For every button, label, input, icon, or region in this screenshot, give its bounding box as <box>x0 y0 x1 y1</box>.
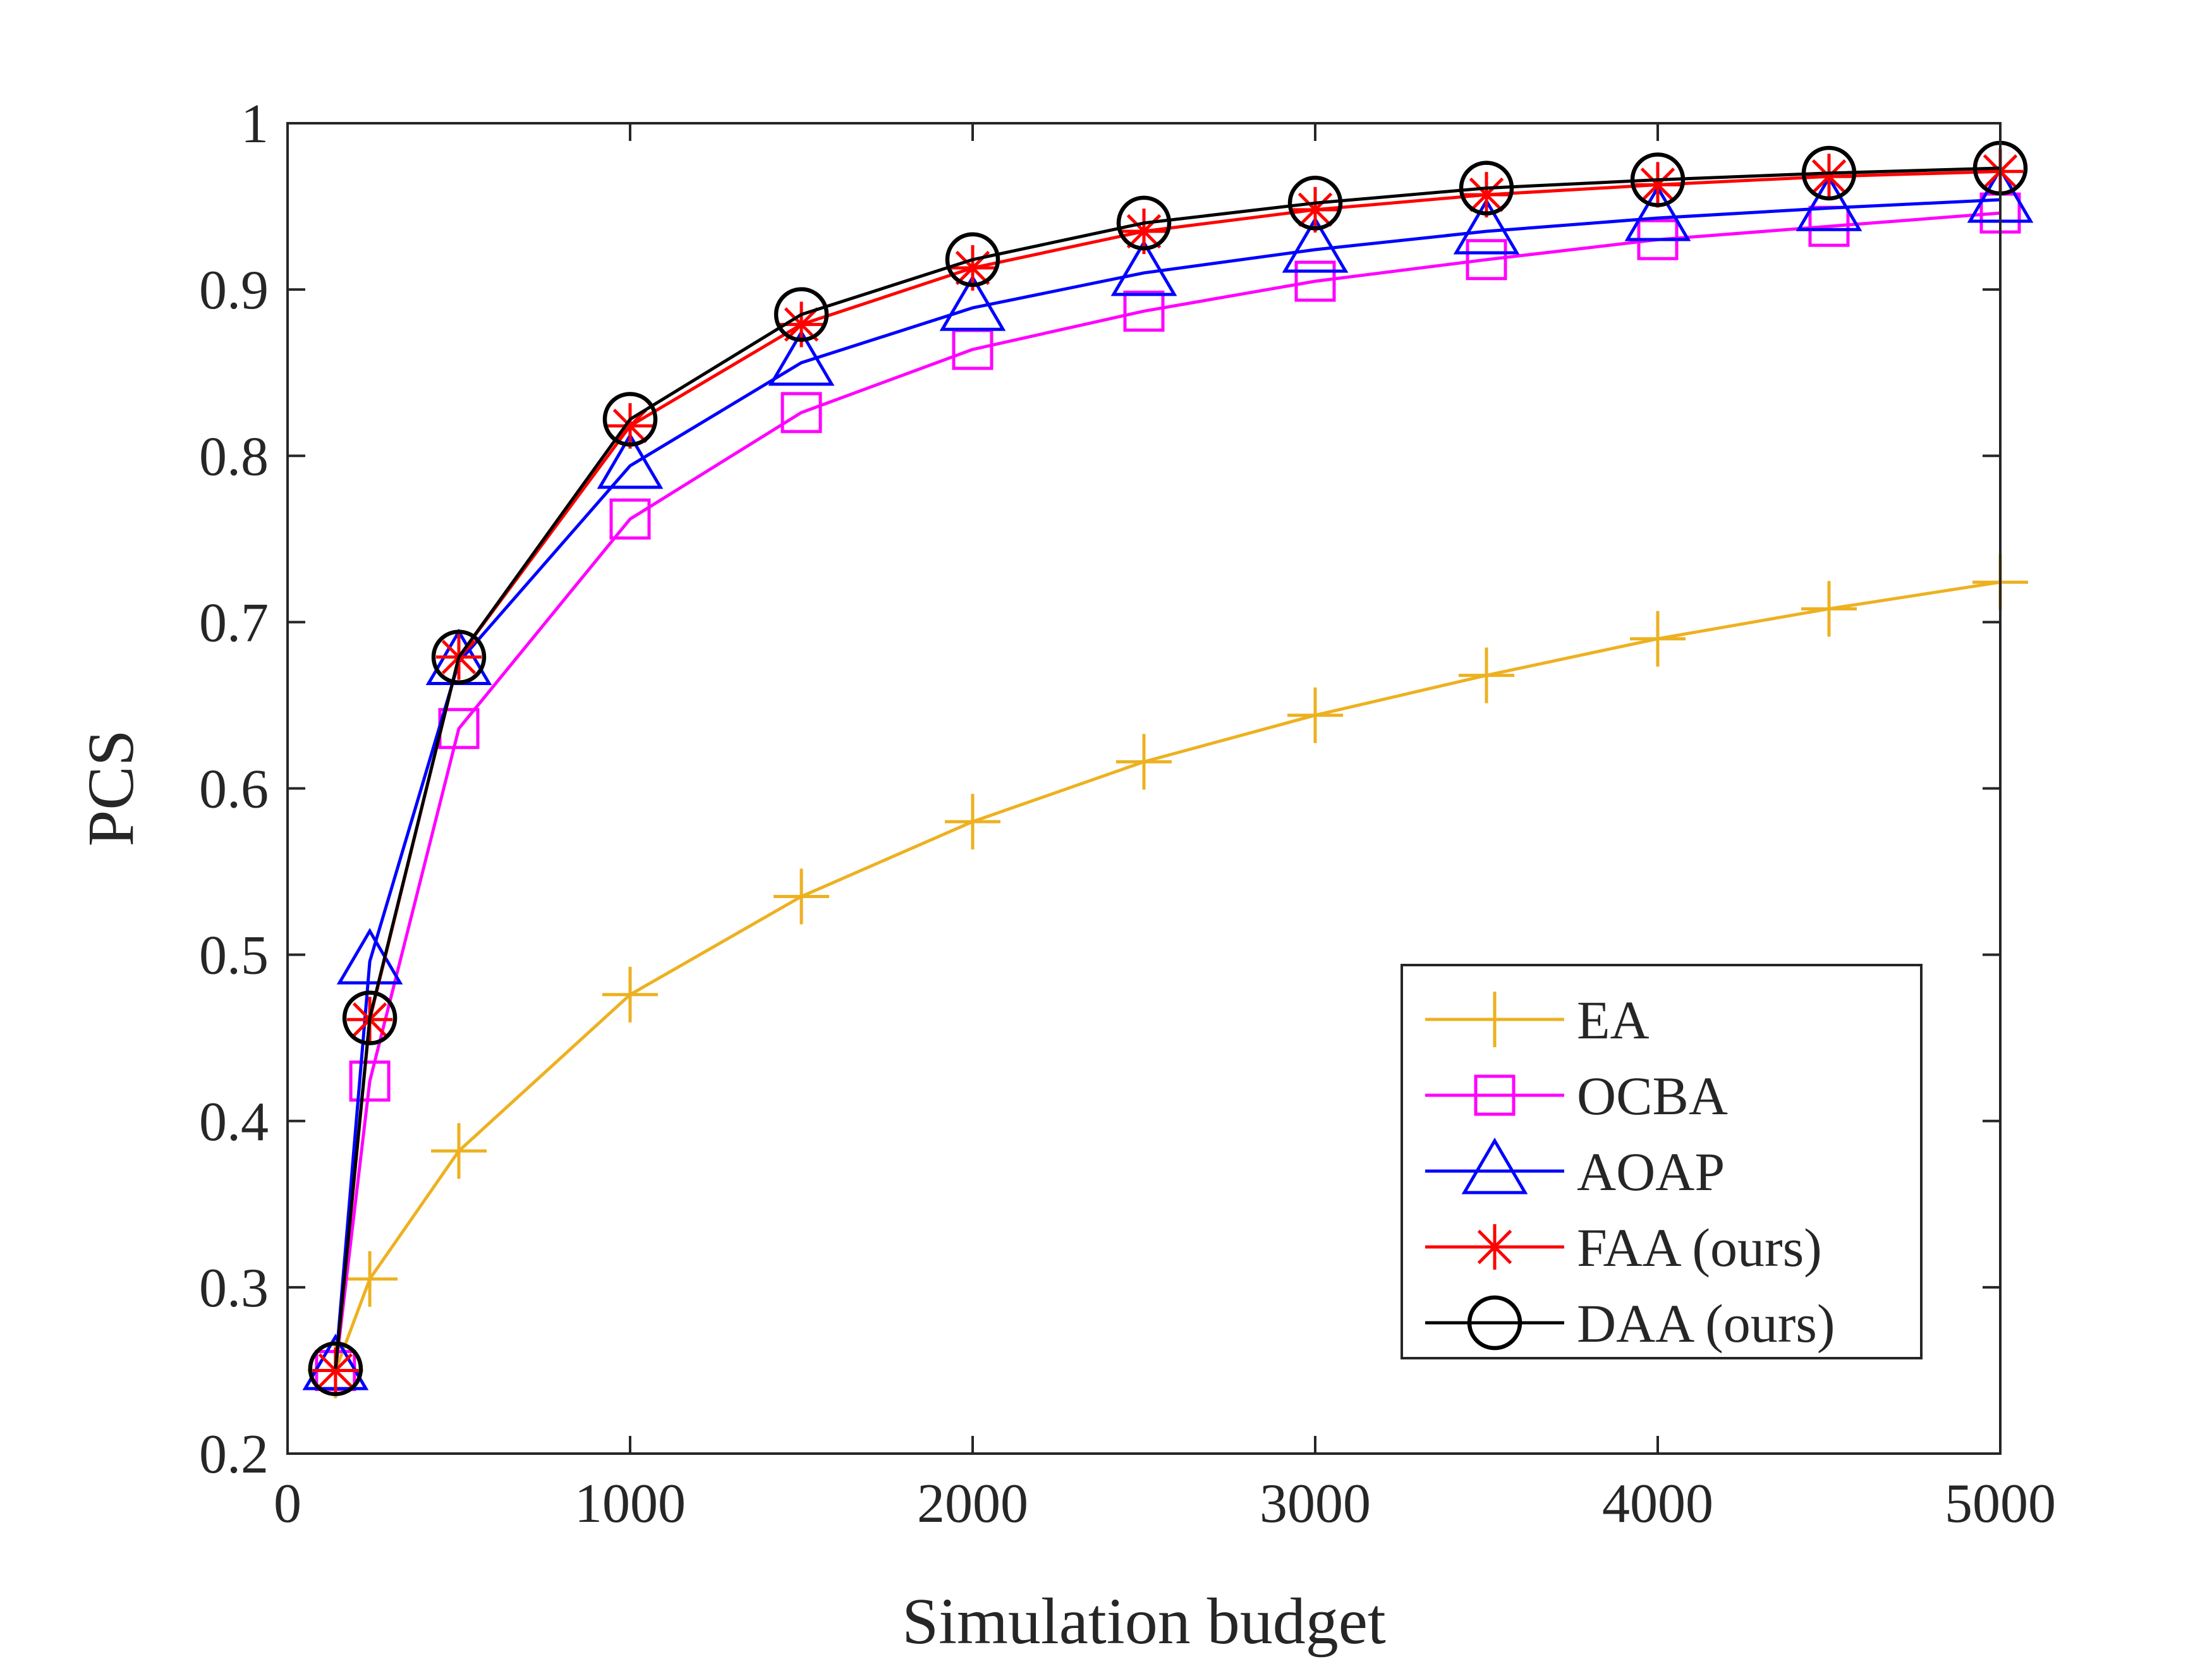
marker-asterisk-stroke <box>1811 159 1847 194</box>
y-axis-label: PCS <box>75 729 147 846</box>
data-point <box>1287 687 1343 743</box>
data-point <box>597 432 664 489</box>
data-point <box>1466 239 1507 281</box>
y-tick-label: 0.2 <box>199 1424 269 1485</box>
legend-label: FAA (ours) <box>1577 1217 1822 1278</box>
marker-asterisk-stroke <box>1477 1229 1512 1265</box>
data-point <box>768 329 835 386</box>
series-line <box>334 166 2001 1370</box>
data-point <box>1459 161 1514 216</box>
x-tick-label: 1000 <box>574 1473 686 1534</box>
y-tick-label: 0.4 <box>199 1091 269 1153</box>
data-point <box>1624 185 1691 241</box>
data-point <box>349 1060 391 1102</box>
data-point <box>431 1123 487 1179</box>
data-point <box>1123 290 1165 332</box>
data-point <box>1630 152 1686 207</box>
legend-label: DAA (ours) <box>1577 1293 1835 1354</box>
data-point <box>1796 174 1863 231</box>
data-point <box>1116 734 1172 790</box>
legend-label: EA <box>1577 990 1650 1050</box>
data-point <box>781 392 822 434</box>
marker-asterisk-stroke <box>1640 167 1675 202</box>
x-axis-label: Simulation budget <box>902 1585 1386 1658</box>
data-point <box>342 1251 398 1307</box>
x-tick-label: 5000 <box>1945 1473 2056 1534</box>
data-point <box>1294 260 1336 302</box>
series-layer <box>302 140 2034 1399</box>
data-point <box>602 966 658 1023</box>
legend-box <box>1401 964 1923 1359</box>
data-point <box>1282 216 1349 273</box>
data-point <box>774 287 829 342</box>
data-point <box>1635 162 1680 208</box>
legend-marker <box>1467 1295 1522 1351</box>
x-tick-label: 4000 <box>1602 1473 1713 1534</box>
y-tick-label: 0.5 <box>199 925 269 987</box>
data-point <box>1630 611 1686 667</box>
legend-label: OCBA <box>1577 1066 1728 1126</box>
data-point <box>1287 176 1343 231</box>
legend-item: EA <box>1425 990 1650 1050</box>
data-point <box>1292 186 1338 233</box>
x-tick-label: 2000 <box>917 1473 1028 1534</box>
data-point <box>939 274 1006 331</box>
legend-marker <box>1474 1074 1516 1116</box>
y-tick-label: 0.3 <box>199 1258 269 1319</box>
series-ea <box>307 554 2028 1399</box>
data-point <box>308 1341 363 1397</box>
legend-marker <box>1472 1224 1517 1270</box>
y-tick-label: 1 <box>241 94 269 155</box>
x-tick-label: 0 <box>274 1473 301 1534</box>
legend-item: FAA (ours) <box>1425 1217 1822 1278</box>
series-daa-ours <box>308 140 2028 1397</box>
data-point <box>431 629 487 684</box>
legend-marker <box>1461 1138 1528 1194</box>
legend: EA OCBA AOAP FAA (ours) DAA (ours) <box>1401 964 1923 1359</box>
data-point <box>1464 172 1509 218</box>
data-point <box>945 794 1000 850</box>
data-point <box>602 392 658 447</box>
marker-asterisk-stroke <box>318 1353 353 1388</box>
data-point <box>1110 239 1177 296</box>
axis-ticks: 0 1000 2000 3000 4000 5000 0.2 0.3 0.4 0.5 0.6 0.7 0… <box>199 94 2056 1534</box>
data-point <box>1801 145 1857 201</box>
y-tick-label: 0.7 <box>199 592 269 653</box>
data-point <box>1806 154 1852 200</box>
x-tick-label: 3000 <box>1260 1473 1371 1534</box>
data-point <box>1459 647 1514 703</box>
series-line <box>334 580 2001 1371</box>
data-point <box>1116 195 1172 251</box>
y-tick-label: 0.6 <box>199 759 269 820</box>
data-point <box>342 990 398 1045</box>
legend-item: DAA (ours) <box>1425 1293 1835 1354</box>
legend-marker <box>1467 992 1522 1047</box>
data-point <box>945 232 1000 288</box>
marker-asterisk-stroke <box>1297 192 1333 228</box>
legend-label: AOAP <box>1577 1141 1725 1202</box>
legend-item: AOAP <box>1425 1138 1725 1202</box>
y-tick-label: 0.8 <box>199 426 269 487</box>
marker-asterisk-stroke <box>1469 177 1504 212</box>
data-point <box>1453 198 1520 255</box>
legend-item: OCBA <box>1425 1066 1728 1126</box>
y-tick-label: 0.9 <box>199 260 269 321</box>
data-point <box>774 868 829 925</box>
data-point <box>609 498 651 540</box>
data-point <box>1801 581 1857 637</box>
